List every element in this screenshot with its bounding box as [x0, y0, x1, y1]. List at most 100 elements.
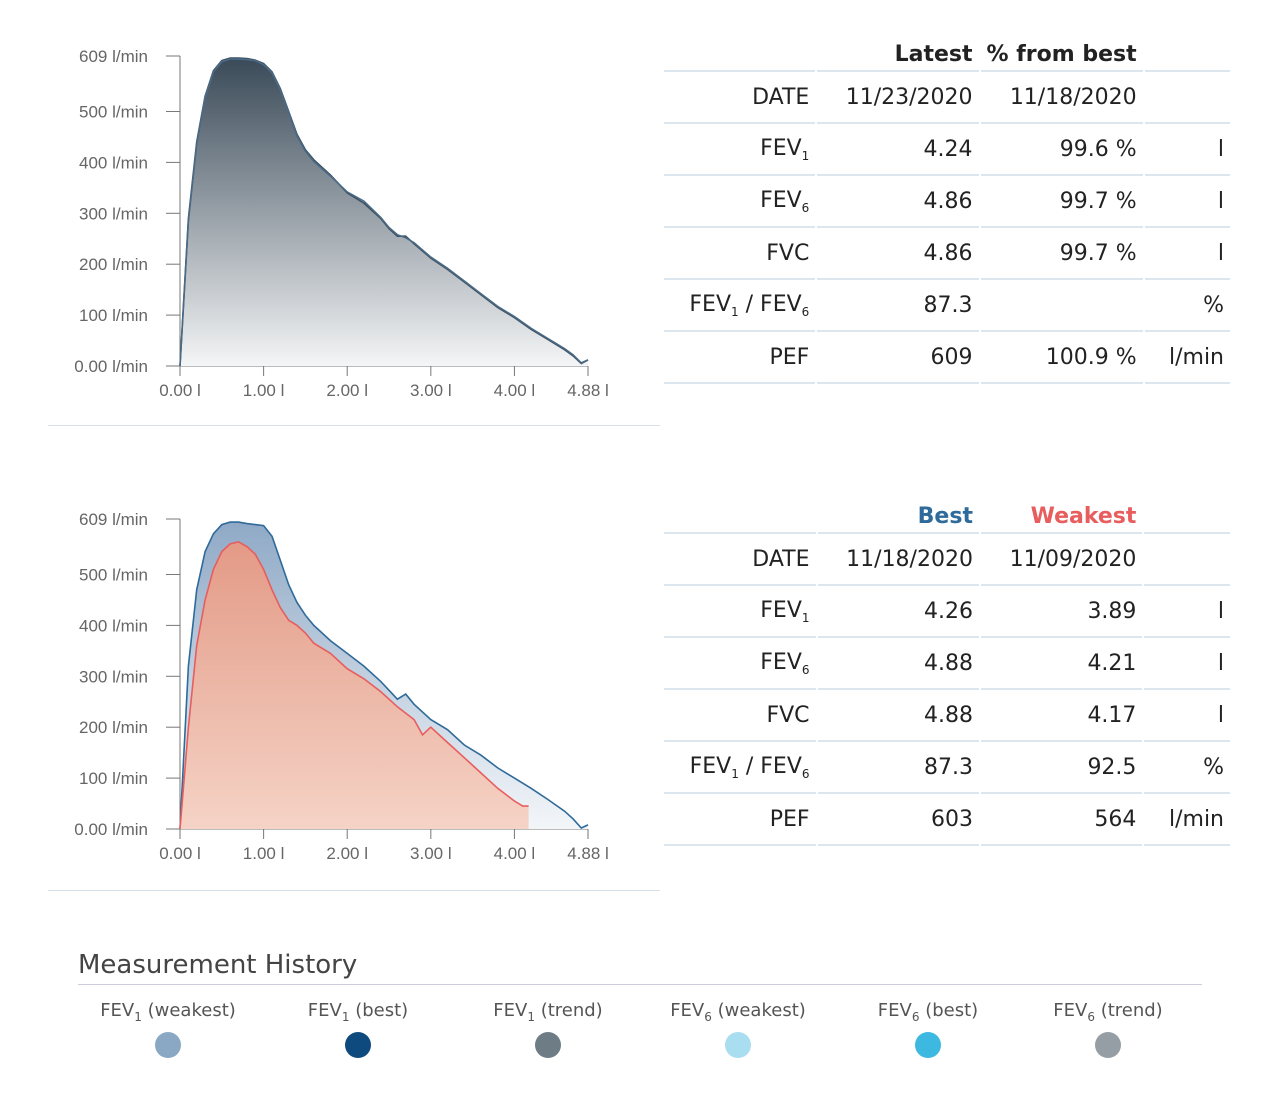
header-latest: Latest	[817, 38, 979, 72]
x-tick-label: 3.00 l	[410, 844, 452, 863]
latest-chart-svg: 0.00 l/min 100 l/min 200 l/min 300 l/min 400…	[74, 47, 609, 400]
unit: l/min	[1144, 332, 1230, 384]
value-1: 11/18/2020	[817, 534, 979, 586]
legend-item[interactable]: FEV1 (best)	[278, 1000, 438, 1058]
row-label: FEV1 / FEV6	[664, 280, 816, 332]
value-1: 609	[817, 332, 979, 384]
legend-label: FEV6 (trend)	[1053, 1000, 1163, 1024]
value-1: 4.24	[817, 124, 979, 176]
legend-item[interactable]: FEV6 (best)	[848, 1000, 1008, 1058]
legend-item[interactable]: FEV6 (trend)	[1028, 1000, 1188, 1058]
row-label: FVC	[664, 690, 816, 742]
row-label: FEV6	[664, 638, 816, 690]
value-2: 99.7 %	[980, 228, 1143, 280]
table-row: PEF 609 100.9 % l/min	[664, 332, 1230, 384]
value-2: 11/18/2020	[980, 72, 1143, 124]
history-legend: FEV1 (weakest) FEV1 (best) FEV1 (trend) FEV…	[78, 1000, 1202, 1060]
series-line-best-overlay-	[179, 58, 589, 367]
table-row: FEV6 4.88 4.21 l	[664, 638, 1230, 690]
series-area-latest	[180, 58, 588, 366]
latest-flow-volume-chart: 0.00 l/min 100 l/min 200 l/min 300 l/min 400…	[48, 40, 660, 410]
value-1: 4.88	[817, 690, 979, 742]
value-1: 4.86	[817, 228, 979, 280]
value-2: 99.6 %	[980, 124, 1143, 176]
legend-dot	[725, 1032, 751, 1058]
latest-stats-table: Latest % from best DATE 11/23/2020 11/18/2…	[662, 38, 1232, 384]
legend-label: FEV1 (best)	[307, 1000, 409, 1024]
x-tick-label: 0.00 l	[159, 844, 201, 863]
legend-item[interactable]: FEV6 (weakest)	[658, 1000, 818, 1058]
x-tick-label: 4.88 l	[567, 381, 609, 400]
history-title: Measurement History	[78, 950, 1202, 985]
value-1: 87.3	[817, 280, 979, 332]
legend-label: FEV6 (weakest)	[670, 1000, 806, 1024]
row-label: FEV1 / FEV6	[664, 742, 816, 794]
legend-label: FEV1 (weakest)	[100, 1000, 236, 1024]
table-row: FEV1 / FEV6 87.3%	[664, 280, 1230, 332]
unit: %	[1144, 280, 1230, 332]
table-row: FEV1 4.24 99.6 % l	[664, 124, 1230, 176]
unit: l	[1144, 228, 1230, 280]
row-label: PEF	[664, 332, 816, 384]
table-row: FVC 4.86 99.7 % l	[664, 228, 1230, 280]
value-2: 92.5	[980, 742, 1143, 794]
row-label: FEV6	[664, 176, 816, 228]
value-1: 87.3	[817, 742, 979, 794]
row-label: PEF	[664, 794, 816, 846]
y-tick-label: 500 l/min	[79, 565, 148, 584]
row-label: DATE	[664, 534, 816, 586]
y-tick-label: 300 l/min	[79, 204, 148, 223]
header-best: Best	[817, 500, 979, 534]
x-tick-label: 2.00 l	[326, 844, 368, 863]
value-1: 603	[817, 794, 979, 846]
header-weakest: Weakest	[980, 500, 1143, 534]
value-2: 4.17	[980, 690, 1143, 742]
unit: l	[1144, 176, 1230, 228]
legend-dot	[345, 1032, 371, 1058]
section-divider	[48, 425, 660, 426]
x-tick-label: 4.00 l	[494, 381, 536, 400]
series-line-latest	[179, 57, 589, 367]
row-label: FEV1	[664, 586, 816, 638]
y-tick-label: 400 l/min	[79, 153, 148, 172]
x-tick-label: 0.00 l	[159, 381, 201, 400]
legend-item[interactable]: FEV1 (trend)	[468, 1000, 628, 1058]
x-tick-label: 4.00 l	[494, 844, 536, 863]
unit: %	[1144, 742, 1230, 794]
legend-dot	[915, 1032, 941, 1058]
section-divider	[48, 890, 660, 891]
series-line-best	[179, 521, 589, 830]
legend-dot	[535, 1032, 561, 1058]
legend-label: FEV6 (best)	[877, 1000, 979, 1024]
table-row: DATE 11/23/2020 11/18/2020	[664, 72, 1230, 124]
measurement-history: Measurement History	[78, 950, 1202, 985]
compare-stats-table: Best Weakest DATE 11/18/2020 11/09/2020 FEV…	[662, 500, 1232, 846]
row-label: FEV1	[664, 124, 816, 176]
x-tick-label: 1.00 l	[243, 381, 285, 400]
header-blank	[664, 38, 816, 72]
x-tick-label: 3.00 l	[410, 381, 452, 400]
y-tick-label: 0.00 l/min	[74, 357, 148, 376]
y-tick-label: 500 l/min	[79, 102, 148, 121]
unit	[1144, 534, 1230, 586]
unit: l	[1144, 586, 1230, 638]
legend-label: FEV1 (trend)	[493, 1000, 603, 1024]
y-tick-label: 609 l/min	[79, 510, 148, 529]
table-header-row: Best Weakest	[664, 500, 1230, 534]
y-tick-label: 100 l/min	[79, 306, 148, 325]
legend-item[interactable]: FEV1 (weakest)	[88, 1000, 248, 1058]
header-percent-from-best: % from best	[980, 38, 1143, 72]
y-tick-label: 200 l/min	[79, 255, 148, 274]
x-tick-label: 4.88 l	[567, 844, 609, 863]
value-2: 11/09/2020	[980, 534, 1143, 586]
header-unit	[1144, 38, 1230, 72]
table-row: FVC 4.88 4.17 l	[664, 690, 1230, 742]
value-2: 564	[980, 794, 1143, 846]
legend-dot	[1095, 1032, 1121, 1058]
value-1: 4.26	[817, 586, 979, 638]
table-row: DATE 11/18/2020 11/09/2020	[664, 534, 1230, 586]
table-header-row: Latest % from best	[664, 38, 1230, 72]
value-2: 99.7 %	[980, 176, 1143, 228]
value-1: 4.88	[817, 638, 979, 690]
compare-chart-svg: 0.00 l/min 100 l/min 200 l/min 300 l/min 400…	[74, 510, 609, 863]
